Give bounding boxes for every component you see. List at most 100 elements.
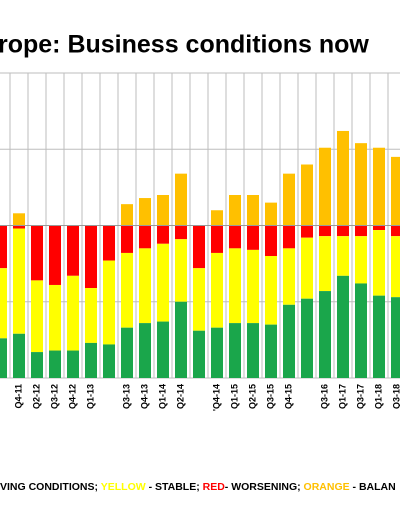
bar-segment [211, 210, 223, 226]
bar-segment [301, 225, 313, 238]
legend-text: RED [203, 481, 226, 493]
bar-segment [319, 225, 331, 237]
x-tick-label: Q1-18 [373, 384, 383, 409]
bar-segment [391, 236, 400, 298]
x-tick-label: Q3-17 [355, 384, 365, 409]
bar-segment [355, 225, 367, 237]
bar-segment [247, 323, 259, 378]
bar-segment [373, 147, 385, 226]
x-tick-label: Q2-14 [175, 384, 185, 409]
bar-segment [337, 236, 349, 276]
bar-segment [67, 225, 79, 276]
bar-segment [49, 350, 61, 378]
bar-segment [283, 225, 295, 249]
x-tick-label: Q3-16 [319, 384, 329, 409]
bar-segment [139, 198, 151, 226]
bar-segment [193, 330, 205, 378]
bar-segment [157, 321, 169, 378]
x-tick-label: Q1-17 [337, 384, 347, 409]
bar-segment [373, 295, 385, 378]
bar-segment [247, 249, 259, 324]
bar-segment [121, 252, 133, 328]
bar-segment [0, 338, 7, 378]
legend-text: ORANGE [304, 481, 350, 493]
x-tick-label: 'Q4-14 [211, 384, 221, 411]
bar-segment [211, 225, 223, 253]
bar-segment [67, 275, 79, 351]
bar-segment [31, 225, 43, 281]
x-tick-label: Q3-12 [49, 384, 59, 409]
x-tick-label: Q4-11 [13, 384, 23, 409]
bar-segment [373, 225, 385, 231]
bar-segment [0, 268, 7, 339]
bar-segment [85, 342, 97, 378]
bar-segment [229, 323, 241, 378]
x-tick-label: Q2-12 [31, 384, 41, 409]
bar-segment [13, 225, 25, 229]
x-tick-label: Q1-15 [229, 384, 239, 409]
x-tick-label: Q4-12 [67, 384, 77, 409]
bar-segment [67, 350, 79, 378]
bar-segment [103, 260, 115, 345]
bar-segment [175, 239, 187, 302]
bar-segment [265, 256, 277, 325]
bar-segment [139, 225, 151, 249]
bar-segment [355, 143, 367, 226]
bar-segment [157, 195, 169, 226]
bar-segment [373, 230, 385, 296]
bar-segment [319, 236, 331, 292]
bar-segment [157, 243, 169, 322]
bar-segment [121, 327, 133, 378]
bar-segment [229, 225, 241, 249]
bar-segment [355, 236, 367, 284]
bar-segment [157, 225, 169, 244]
bar-segment [31, 352, 43, 378]
bar-segment [229, 195, 241, 226]
x-tick-label: Q3-13 [121, 384, 131, 409]
legend-text: - BALAN [350, 481, 396, 493]
bar-segment [103, 225, 115, 261]
x-tick-label: Q4-13 [139, 384, 149, 409]
bar-segment [31, 280, 43, 353]
bar-segment [193, 268, 205, 331]
x-tick-label: Q3-18 [391, 384, 400, 409]
legend-text: - WORSENING; [225, 481, 304, 493]
bar-segment [301, 298, 313, 378]
bar-segment [121, 225, 133, 253]
bar-segment [193, 225, 205, 269]
bar-segment [391, 156, 400, 226]
bar-segment [391, 225, 400, 237]
bar-segment [175, 225, 187, 240]
chart-title: rope: Business conditions now [0, 31, 369, 59]
bar-segment [13, 213, 25, 226]
x-tick-label: Q1-14 [157, 384, 167, 409]
bar-segment [121, 204, 133, 226]
bar-segment [355, 283, 367, 378]
bar-segment [139, 323, 151, 378]
bar-segment [337, 225, 349, 237]
bar-segment [265, 202, 277, 226]
bar-segment [211, 252, 223, 328]
legend: VING CONDITIONS; YELLOW - STABLE; RED- W… [0, 481, 396, 493]
legend-text: YELLOW [101, 481, 146, 493]
bar-segment [13, 228, 25, 334]
x-tick-label: Q3-15 [265, 384, 275, 409]
x-tick-label: Q4-15 [283, 384, 293, 409]
bar-segment [229, 248, 241, 324]
bar-segment [319, 291, 331, 378]
bar-segment [283, 248, 295, 305]
bar-segment [49, 225, 61, 285]
bar-segment [247, 225, 259, 250]
bar-segment [103, 344, 115, 378]
legend-text: VING CONDITIONS; [0, 481, 101, 493]
bar-segment [265, 324, 277, 378]
bar-segment [283, 304, 295, 378]
x-tick-label: Q1-13 [85, 384, 95, 409]
bar-segment [139, 248, 151, 324]
bar-segment [0, 225, 7, 269]
bar-segment [337, 275, 349, 378]
bar-segment [85, 225, 97, 289]
x-tick-label: Q2-15 [247, 384, 257, 409]
